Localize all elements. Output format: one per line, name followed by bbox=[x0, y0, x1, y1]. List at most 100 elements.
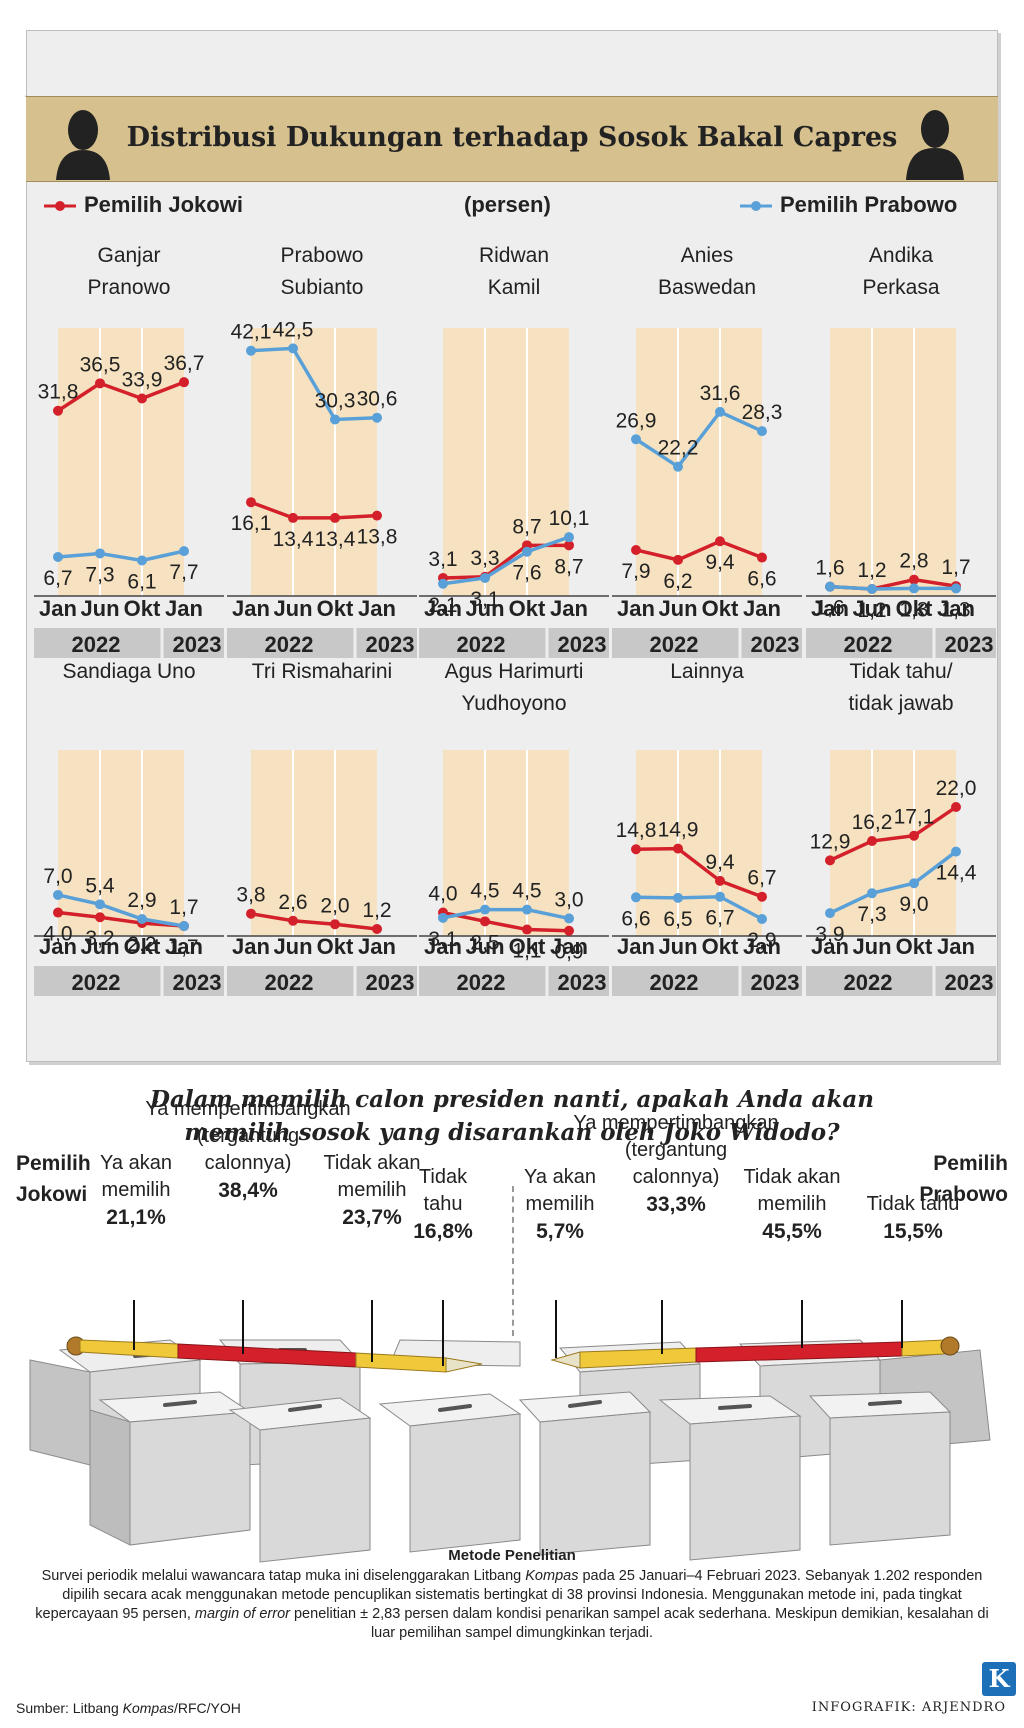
data-point bbox=[951, 846, 961, 857]
data-label: 1,1 bbox=[512, 940, 541, 963]
year-band bbox=[419, 966, 609, 996]
cat-label-line: Ya mempertimbangkan bbox=[573, 1112, 779, 1134]
cat-label-line: Ya mempertimbangkan bbox=[145, 1098, 351, 1120]
data-point bbox=[715, 891, 725, 902]
unit-label: (persen) bbox=[464, 192, 551, 217]
data-label: 26,9 bbox=[616, 409, 657, 432]
series-line bbox=[250, 500, 378, 520]
cat-label-line: Tidak akan bbox=[743, 1166, 841, 1188]
data-label: 6,7 bbox=[747, 867, 776, 890]
data-label: 30,3 bbox=[315, 389, 356, 412]
x-tick-label: Jan bbox=[743, 596, 781, 621]
data-point bbox=[288, 343, 298, 354]
data-label: 1,6 bbox=[815, 557, 844, 580]
x-tick-label: Jun bbox=[273, 596, 312, 621]
x-year-label: 2023 bbox=[945, 970, 994, 995]
data-point bbox=[372, 923, 382, 934]
data-label: 7,3 bbox=[85, 563, 114, 586]
panel-background bbox=[251, 328, 377, 596]
page-title: Distribusi Dukungan terhadap Sosok Bakal… bbox=[126, 122, 898, 153]
prabowo-cat-tidak-tahu: Tidak tahu 15,5% bbox=[858, 1191, 968, 1245]
jokowi-cat-tidak-akan-memilih: Tidak akan memilih 23,7% bbox=[316, 1150, 428, 1231]
source-em: Kompas bbox=[122, 1700, 174, 1716]
x-year-label: 2022 bbox=[265, 632, 314, 657]
x-year-label: 2023 bbox=[173, 970, 222, 995]
panel-title: Ganjar bbox=[97, 244, 160, 267]
data-label: 2,8 bbox=[899, 550, 928, 573]
data-point bbox=[53, 551, 63, 562]
x-tick-label: Jan bbox=[811, 596, 849, 621]
series-line bbox=[635, 894, 763, 921]
data-label: 30,6 bbox=[357, 388, 398, 411]
data-label: 5,4 bbox=[85, 874, 115, 897]
panel-background bbox=[58, 328, 184, 596]
data-label: 9,4 bbox=[705, 851, 735, 874]
x-year-label: 2023 bbox=[366, 970, 415, 995]
cat-label-line: memilih bbox=[757, 1193, 827, 1215]
data-point bbox=[95, 548, 105, 559]
title-band bbox=[26, 96, 998, 182]
data-point bbox=[522, 904, 532, 915]
data-label: 1,7 bbox=[941, 556, 970, 579]
panel-background bbox=[251, 750, 377, 936]
x-year-label: 2023 bbox=[558, 970, 607, 995]
data-label: 7,6 bbox=[512, 562, 541, 585]
data-point bbox=[715, 406, 725, 417]
data-point bbox=[438, 912, 448, 923]
cat-pct: 5,7% bbox=[536, 1220, 584, 1243]
source: Sumber: Litbang Kompas/RFC/YOH bbox=[16, 1700, 241, 1716]
x-tick-label: Jan bbox=[39, 596, 77, 621]
data-point bbox=[757, 891, 767, 902]
data-point bbox=[53, 907, 63, 918]
x-tick-label: Okt bbox=[124, 934, 161, 959]
x-tick-label: Jun bbox=[852, 596, 891, 621]
data-point bbox=[909, 574, 919, 585]
x-tick-label: Jan bbox=[617, 596, 655, 621]
x-tick-label: Jan bbox=[743, 934, 781, 959]
series-line bbox=[57, 380, 185, 413]
data-label: 2,2 bbox=[127, 933, 156, 956]
data-point bbox=[330, 414, 340, 425]
data-label: 9,0 bbox=[899, 893, 928, 916]
method-text-b: pada 25 Januari–4 Februari 2023. Sebanya… bbox=[35, 1568, 983, 1622]
series-line bbox=[57, 910, 185, 928]
series-line bbox=[57, 549, 185, 563]
data-label: 1,7 bbox=[169, 896, 198, 919]
left-group-label-line-2: Jokowi bbox=[16, 1183, 88, 1206]
prabowo-cat-ya-akan-memilih: Ya akan memilih 5,7% bbox=[520, 1164, 600, 1245]
data-point bbox=[330, 919, 340, 930]
data-point bbox=[480, 904, 490, 915]
year-band bbox=[806, 628, 996, 658]
panel-title: Andika bbox=[869, 244, 934, 267]
data-point bbox=[867, 836, 877, 847]
series-line bbox=[57, 893, 185, 928]
legend-prabowo: Pemilih Prabowo bbox=[738, 192, 957, 218]
data-point bbox=[909, 878, 919, 889]
legend-prabowo-marker-icon bbox=[740, 201, 772, 212]
method-text: Survei periodik melalui wawancara tatap … bbox=[30, 1567, 994, 1643]
panel-background bbox=[636, 750, 762, 936]
panel-title: Ridwan bbox=[479, 244, 549, 267]
x-tick-label: Jan bbox=[232, 596, 270, 621]
data-label: 1,7 bbox=[169, 936, 198, 959]
data-label: 42,1 bbox=[231, 321, 272, 344]
jokowi-cat-ya-akan-memilih: Ya akan memilih 21,1% bbox=[88, 1150, 184, 1231]
x-year-label: 2022 bbox=[650, 970, 699, 995]
data-point bbox=[179, 921, 189, 932]
data-point bbox=[867, 584, 877, 595]
data-label: 1,3 bbox=[941, 598, 970, 621]
data-point bbox=[480, 572, 490, 583]
data-point bbox=[631, 892, 641, 903]
data-label: 2,6 bbox=[278, 891, 307, 914]
data-point bbox=[95, 378, 105, 389]
x-tick-label: Jan bbox=[165, 596, 203, 621]
method-title: Metode Penelitian bbox=[448, 1547, 576, 1564]
data-point bbox=[673, 892, 683, 903]
data-label: 4,5 bbox=[512, 880, 541, 903]
data-point bbox=[631, 434, 641, 445]
method-text-a: Survei periodik melalui wawancara tatap … bbox=[41, 1568, 526, 1584]
legend-prabowo-label: Pemilih Prabowo bbox=[780, 192, 958, 217]
year-band bbox=[612, 628, 802, 658]
series-line bbox=[250, 346, 378, 422]
cat-pct: 21,1% bbox=[106, 1206, 166, 1229]
